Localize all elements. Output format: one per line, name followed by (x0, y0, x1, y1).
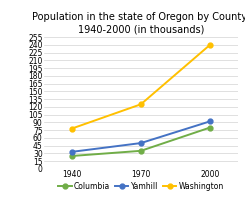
Washington (139, 103, 142, 105)
Title: Population in the state of Oregon by County,
1940-2000 (in thousands): Population in the state of Oregon by Cou… (32, 12, 245, 35)
Columbia (70, 155, 73, 157)
Washington (70, 127, 73, 130)
Yamhill (70, 151, 73, 153)
Line: Yamhill: Yamhill (69, 119, 212, 154)
Yamhill (208, 120, 211, 123)
Columbia (208, 126, 211, 129)
Legend: Columbia, Yamhill, Washington: Columbia, Yamhill, Washington (58, 182, 224, 191)
Yamhill (139, 142, 142, 144)
Columbia (139, 150, 142, 152)
Line: Columbia: Columbia (69, 125, 212, 158)
Line: Washington: Washington (69, 42, 212, 131)
Washington (208, 44, 211, 46)
